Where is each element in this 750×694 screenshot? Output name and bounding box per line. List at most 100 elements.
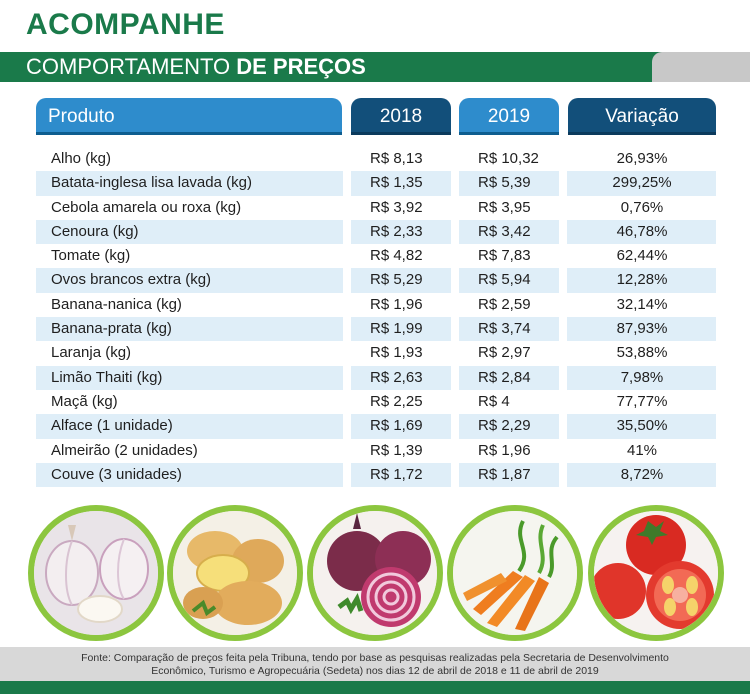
variation: 32,14% xyxy=(616,295,668,313)
tomato-photo xyxy=(588,505,724,641)
column-gap xyxy=(343,462,351,488)
variation: 35,50% xyxy=(616,417,668,435)
header-variacao: Variação xyxy=(568,98,716,135)
table-row: Banana-nanica (kg) R$ 1,96 R$ 2,59 32,14% xyxy=(36,293,716,317)
bottom-bar xyxy=(0,681,750,694)
variation: 41% xyxy=(626,441,658,459)
column-gap xyxy=(559,219,567,245)
variation: 26,93% xyxy=(616,150,668,167)
product-name: Batata-inglesa lisa lavada (kg) xyxy=(51,174,252,192)
product-name: Couve (3 unidades) xyxy=(51,465,182,483)
table-row: Almeirão (2 unidades) R$ 1,39 R$ 1,96 41% xyxy=(36,439,716,463)
table-row: Tomate (kg) R$ 4,82 R$ 7,83 62,44% xyxy=(36,244,716,268)
product-name: Almeirão (2 unidades) xyxy=(51,441,198,459)
title-bar xyxy=(0,52,750,82)
column-gap xyxy=(559,365,567,390)
column-gap xyxy=(559,171,567,196)
price-2019: R$ 2,97 xyxy=(478,344,531,362)
column-gap xyxy=(343,171,351,196)
table-row: Alface (1 unidade) R$ 1,69 R$ 2,29 35,50% xyxy=(36,414,716,439)
product-name: Laranja (kg) xyxy=(51,344,132,362)
product-name: Alho (kg) xyxy=(51,150,112,167)
title-bar-accent xyxy=(652,52,750,82)
column-gap xyxy=(559,317,567,342)
variation: 7,98% xyxy=(620,368,664,386)
price-2019: R$ 1,87 xyxy=(478,465,531,483)
variation: 53,88% xyxy=(616,344,668,362)
column-gap xyxy=(451,462,459,488)
variation: 62,44% xyxy=(616,247,668,265)
price-2019: R$ 3,42 xyxy=(478,222,531,240)
price-2019: R$ 1,96 xyxy=(478,441,531,459)
header-2018: 2018 xyxy=(351,98,451,135)
column-gap xyxy=(343,317,351,342)
column-gap xyxy=(559,462,567,488)
column-gap xyxy=(451,219,459,245)
product-name: Ovos brancos extra (kg) xyxy=(51,271,212,289)
variation: 0,76% xyxy=(620,198,664,216)
product-name: Banana-prata (kg) xyxy=(51,320,172,338)
source-line-1: Fonte: Comparação de preços feita pela T… xyxy=(81,652,669,664)
title-light: COMPORTAMENTO xyxy=(26,54,237,79)
price-2019: R$ 7,83 xyxy=(478,247,531,265)
price-2018: R$ 1,35 xyxy=(370,174,423,192)
price-2018: R$ 2,33 xyxy=(370,222,423,240)
price-2019: R$ 5,39 xyxy=(478,174,531,192)
price-2018: R$ 1,39 xyxy=(370,441,423,459)
variation: 87,93% xyxy=(616,320,668,338)
garlic-photo xyxy=(28,505,164,641)
price-2019: R$ 2,84 xyxy=(478,368,531,386)
price-table: Alho (kg) R$ 8,13 R$ 10,32 26,93% Batata-ing… xyxy=(36,147,716,488)
column-gap xyxy=(343,219,351,245)
price-2018: R$ 1,93 xyxy=(370,344,423,362)
table-row: Couve (3 unidades) R$ 1,72 R$ 1,87 8,72% xyxy=(36,462,716,488)
column-gap xyxy=(343,268,351,293)
section-kicker: ACOMPANHE xyxy=(26,8,225,41)
variation: 8,72% xyxy=(620,465,664,483)
column-gap xyxy=(343,414,351,439)
price-2018: R$ 4,82 xyxy=(370,247,423,265)
onion-photo xyxy=(307,505,443,641)
table-row: Laranja (kg) R$ 1,93 R$ 2,97 53,88% xyxy=(36,341,716,365)
price-2018: R$ 2,63 xyxy=(370,368,423,386)
header-2019: 2019 xyxy=(459,98,559,135)
price-2018: R$ 2,25 xyxy=(370,392,423,410)
product-name: Cenoura (kg) xyxy=(51,222,139,240)
price-2019: R$ 2,29 xyxy=(478,417,531,435)
column-gap xyxy=(451,317,459,342)
table-row: Batata-inglesa lisa lavada (kg) R$ 1,35 R$… xyxy=(36,171,716,196)
price-2019: R$ 3,95 xyxy=(478,198,531,216)
table-row: Banana-prata (kg) R$ 1,99 R$ 3,74 87,93% xyxy=(36,317,716,342)
footer-band xyxy=(0,647,750,681)
column-gap xyxy=(451,268,459,293)
product-name: Maçã (kg) xyxy=(51,392,118,410)
product-name: Cebola amarela ou roxa (kg) xyxy=(51,198,242,216)
price-2018: R$ 8,13 xyxy=(370,150,423,167)
column-gap xyxy=(559,414,567,439)
column-gap xyxy=(451,365,459,390)
product-name: Tomate (kg) xyxy=(51,247,131,265)
price-2018: R$ 1,96 xyxy=(370,295,423,313)
variation: 12,28% xyxy=(616,271,668,289)
price-2019: R$ 10,32 xyxy=(478,150,539,167)
variation: 77,77% xyxy=(616,392,668,410)
table-row: Cebola amarela ou roxa (kg) R$ 3,92 R$ 3,9… xyxy=(36,196,716,220)
variation: 299,25% xyxy=(612,174,672,192)
column-gap xyxy=(559,268,567,293)
page-title: COMPORTAMENTO DE PREÇOS xyxy=(26,54,366,80)
table-row: Cenoura (kg) R$ 2,33 R$ 3,42 46,78% xyxy=(36,219,716,245)
column-gap xyxy=(451,414,459,439)
product-name: Alface (1 unidade) xyxy=(51,417,173,435)
header-produto: Produto xyxy=(36,98,342,135)
title-bold: DE PREÇOS xyxy=(236,54,366,79)
table-row: Limão Thaiti (kg) R$ 2,63 R$ 2,84 7,98% xyxy=(36,365,716,390)
price-2018: R$ 1,69 xyxy=(370,417,423,435)
price-2018: R$ 3,92 xyxy=(370,198,423,216)
product-name: Limão Thaiti (kg) xyxy=(51,368,163,386)
price-2018: R$ 5,29 xyxy=(370,271,423,289)
column-gap xyxy=(451,171,459,196)
source-line-2: Econômico, Turismo e Agropecuária (Sedet… xyxy=(151,665,599,677)
price-2018: R$ 1,99 xyxy=(370,320,423,338)
price-2019: R$ 3,74 xyxy=(478,320,531,338)
price-2019: R$ 4 xyxy=(478,392,510,410)
